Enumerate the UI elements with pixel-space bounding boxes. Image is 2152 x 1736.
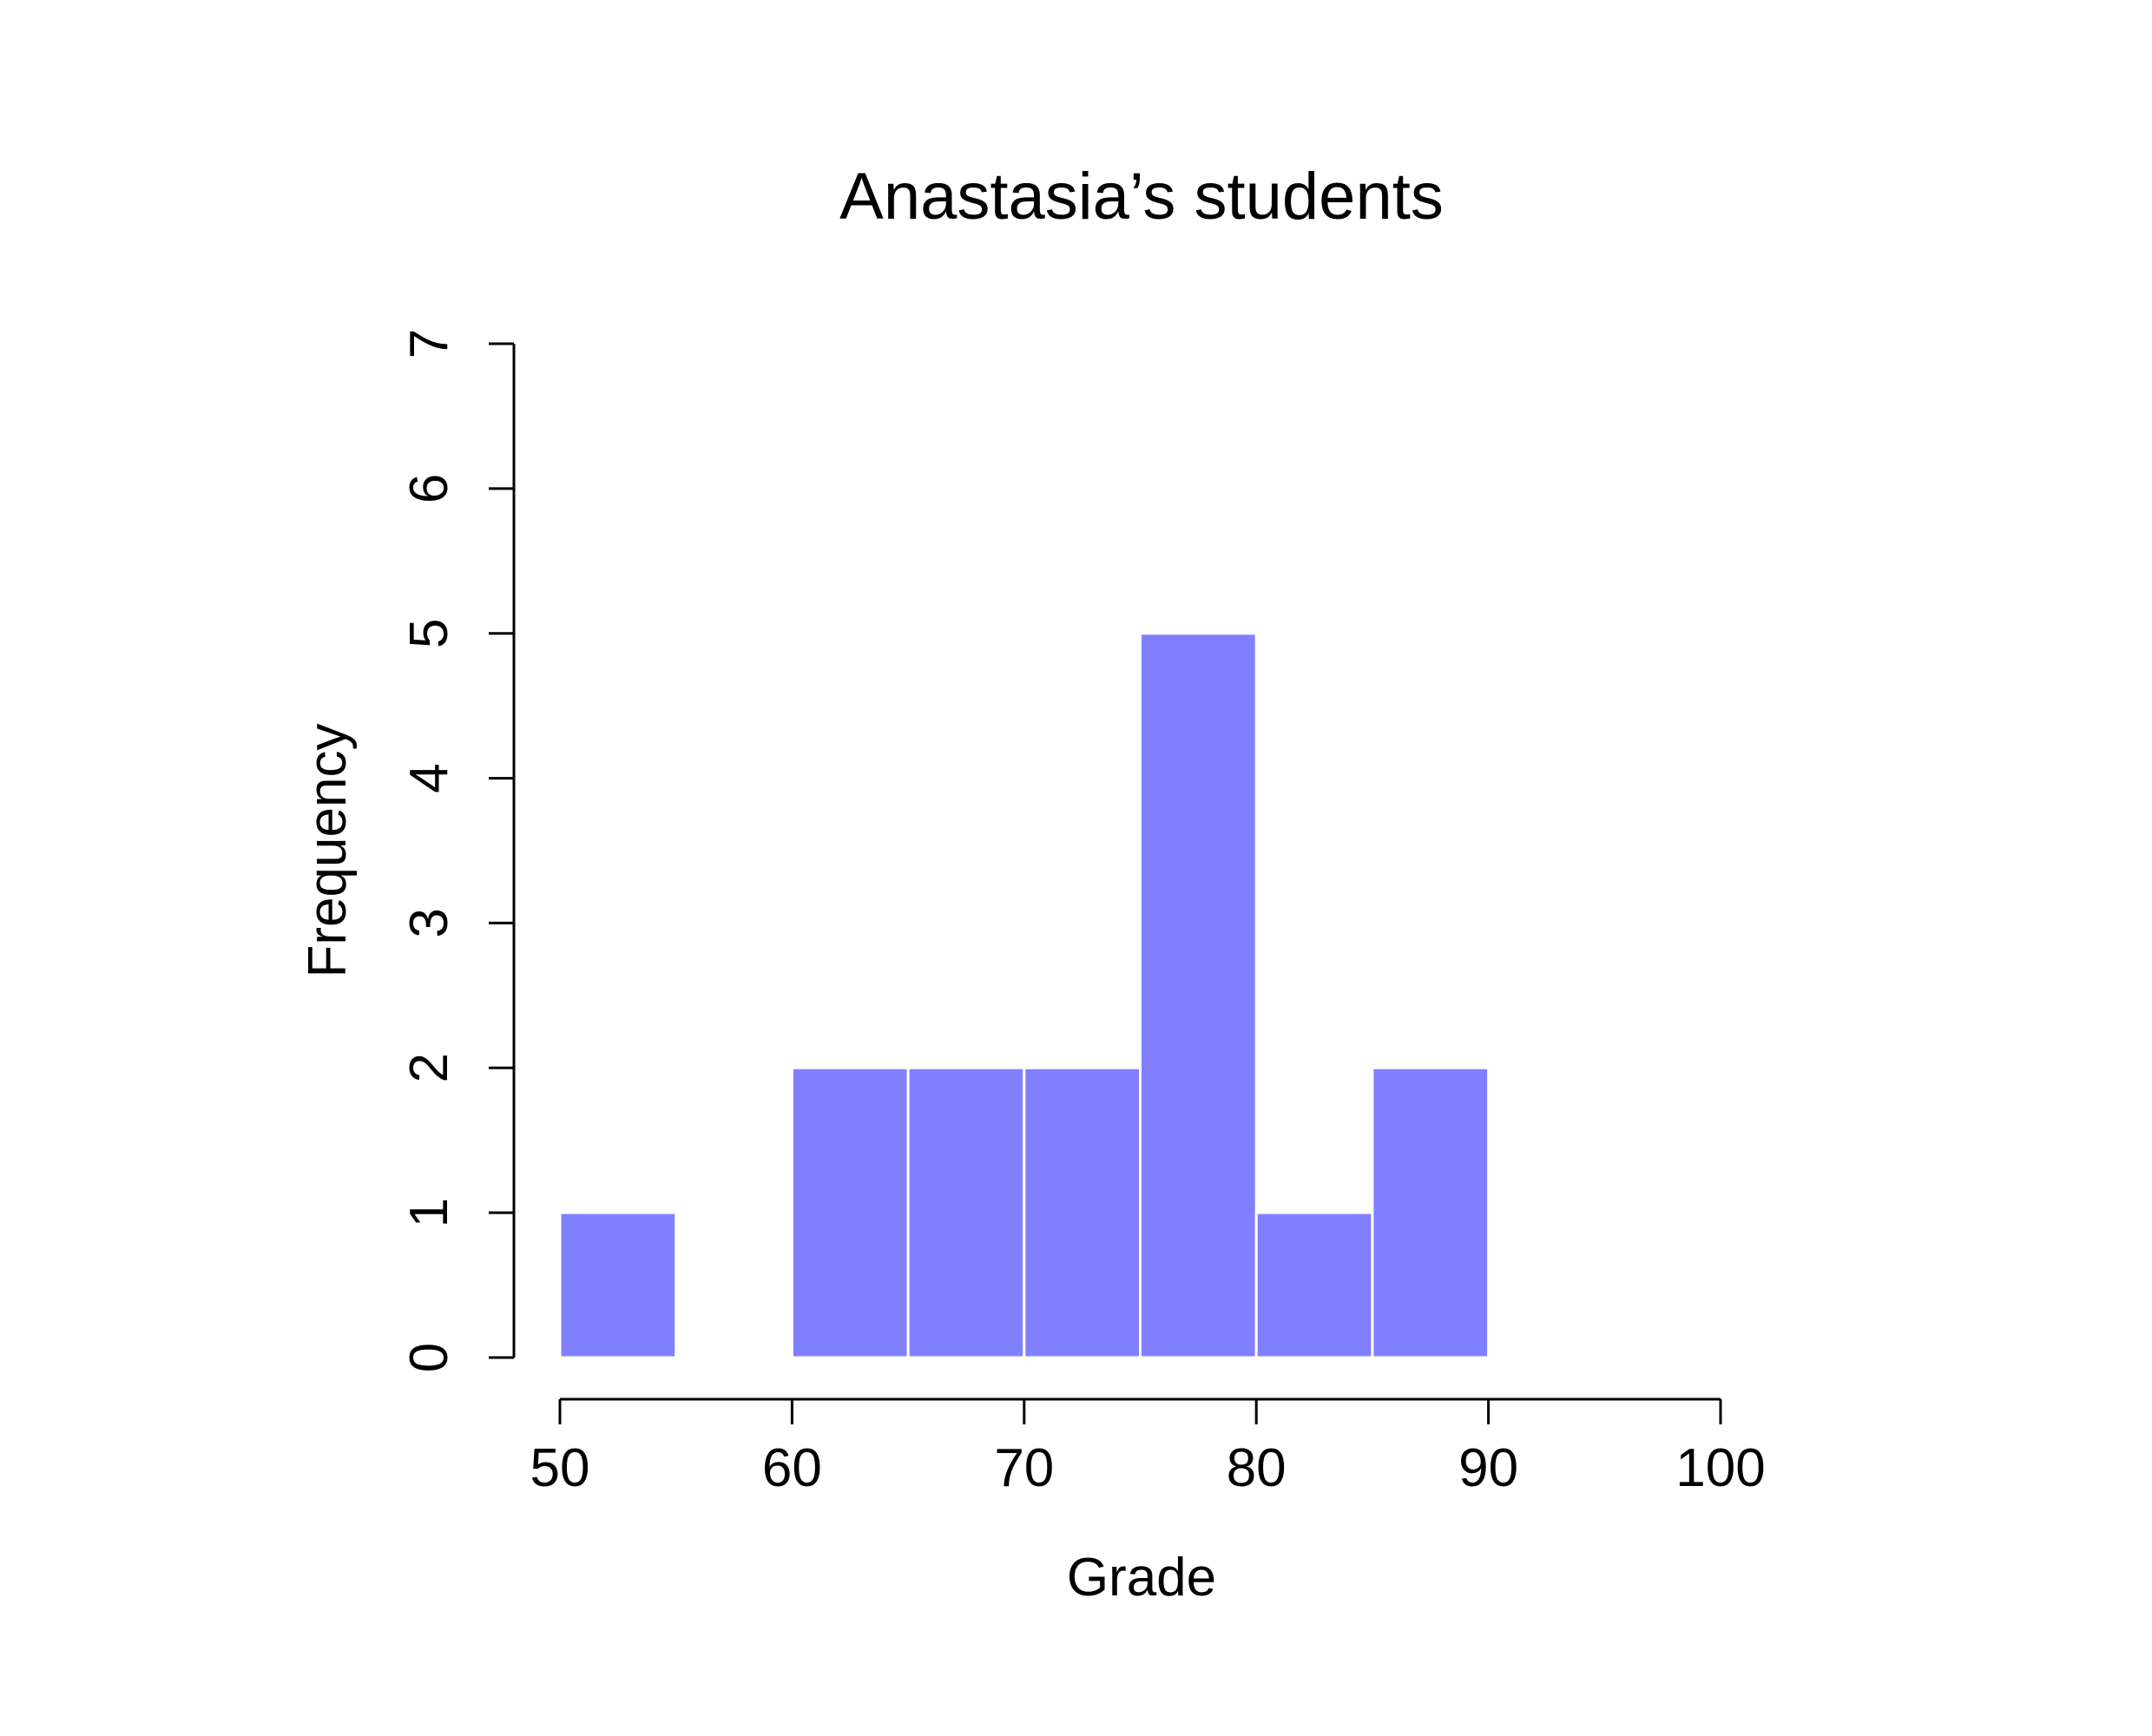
y-tick-label-0: 0 [399, 1343, 459, 1372]
y-tick-label-2: 2 [399, 1053, 459, 1082]
x-tick-label-90: 90 [1458, 1438, 1518, 1498]
y-tick-label-5: 5 [399, 618, 459, 648]
y-tick-label-3: 3 [399, 908, 459, 937]
x-axis-label: Grade [1067, 1548, 1216, 1608]
y-axis-ticks: 0 1 2 3 4 5 6 7 [399, 329, 514, 1372]
x-tick-label-80: 80 [1227, 1438, 1287, 1498]
histogram-bar-75-80 [1139, 632, 1258, 1359]
x-tick-label-100: 100 [1675, 1438, 1765, 1498]
bars-group [558, 632, 1491, 1359]
x-tick-label-60: 60 [762, 1438, 822, 1498]
histogram-bar-70-75 [1023, 1066, 1142, 1359]
y-tick-label-1: 1 [399, 1198, 459, 1227]
histogram-bar-65-70 [906, 1066, 1026, 1359]
y-tick-label-4: 4 [399, 763, 459, 792]
y-tick-label-7: 7 [399, 329, 459, 358]
histogram-bar-60-65 [790, 1066, 910, 1359]
x-tick-label-70: 70 [994, 1438, 1054, 1498]
histogram-bar-80-85 [1254, 1211, 1374, 1359]
chart-title: Anastasia’s students [839, 160, 1444, 233]
y-axis-label: Frequency [298, 724, 358, 978]
x-tick-label-50: 50 [530, 1438, 590, 1498]
x-axis-ticks: 50 60 70 80 90 100 [530, 1399, 1766, 1498]
histogram-bar-50-55 [558, 1211, 678, 1359]
histogram-bar-85-90 [1371, 1066, 1491, 1359]
y-tick-label-6: 6 [399, 474, 459, 503]
